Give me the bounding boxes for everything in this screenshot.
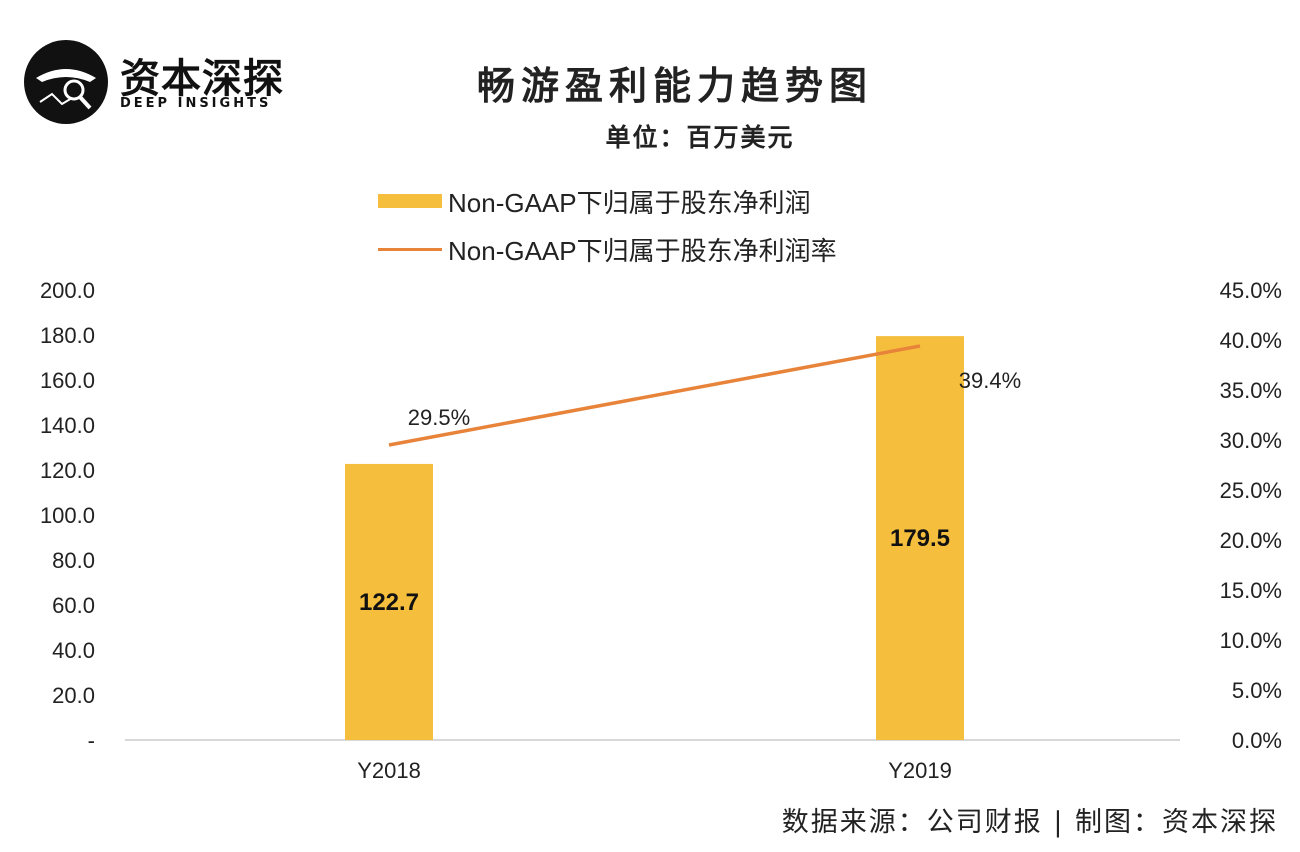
bar-Y2018 — [345, 463, 433, 740]
y-right-tick-label: 10.0% — [1220, 628, 1282, 653]
chart-title: 畅游盈利能力趋势图 — [476, 63, 873, 108]
y-right-tick-label: 0.0% — [1232, 728, 1282, 753]
y-right-tick-label: 45.0% — [1220, 278, 1282, 303]
brand-logo: 资本深探 DEEP INSIGHTS — [22, 38, 292, 128]
x-tick-label: Y2018 — [357, 758, 421, 783]
y-right-tick-label: 15.0% — [1220, 578, 1282, 603]
legend-swatch-bar — [378, 194, 442, 208]
line-data-label: 39.4% — [959, 368, 1021, 393]
legend-swatch-line — [378, 247, 442, 251]
y-left-tick-label: 180.0 — [40, 323, 95, 348]
chart-subtitle: 单位：百万美元 — [605, 123, 795, 152]
y-right-tick-label: 25.0% — [1220, 478, 1282, 503]
y-left-tick-label: 40.0 — [52, 638, 95, 663]
y-left-tick-label: 80.0 — [52, 548, 95, 573]
legend-label-line: Non-GAAP下归属于股东净利润率 — [448, 235, 837, 266]
y-left-tick-label: 140.0 — [40, 413, 95, 438]
line-series-margin — [388, 344, 921, 447]
y-left-tick-label: 160.0 — [40, 368, 95, 393]
bar-data-label: 122.7 — [359, 589, 419, 616]
line-data-label: 29.5% — [408, 405, 470, 430]
y-left-tick-label: 60.0 — [52, 593, 95, 618]
y-right-tick-label: 20.0% — [1220, 528, 1282, 553]
y-right-tick-label: 30.0% — [1220, 428, 1282, 453]
legend-label-bar: Non-GAAP下归属于股东净利润 — [448, 187, 811, 218]
y-left-tick-label: 200.0 — [40, 278, 95, 303]
bar-data-label: 179.5 — [890, 525, 950, 552]
bar-Y2019 — [876, 336, 964, 740]
source-note: 数据来源：公司财报 | 制图：资本深探 — [781, 807, 1278, 838]
brand-name-cn: 资本深探 — [120, 56, 284, 102]
y-left-tick-label: 120.0 — [40, 458, 95, 483]
y-left-tick-label: 20.0 — [52, 683, 95, 708]
brand-name-en: DEEP INSIGHTS — [120, 96, 272, 111]
y-right-tick-label: 40.0% — [1220, 328, 1282, 353]
legend-item-line: Non-GAAP下归属于股东净利润率 — [378, 234, 837, 266]
y-right-tick-label: 35.0% — [1220, 378, 1282, 403]
x-tick-label: Y2019 — [888, 758, 952, 783]
y-left-tick-label: 100.0 — [40, 503, 95, 528]
legend-item-bar: Non-GAAP下归属于股东净利润 — [378, 186, 811, 218]
y-left-tick-label: - — [88, 728, 95, 753]
detective-logo-icon — [24, 40, 108, 124]
y-right-tick-label: 5.0% — [1232, 678, 1282, 703]
